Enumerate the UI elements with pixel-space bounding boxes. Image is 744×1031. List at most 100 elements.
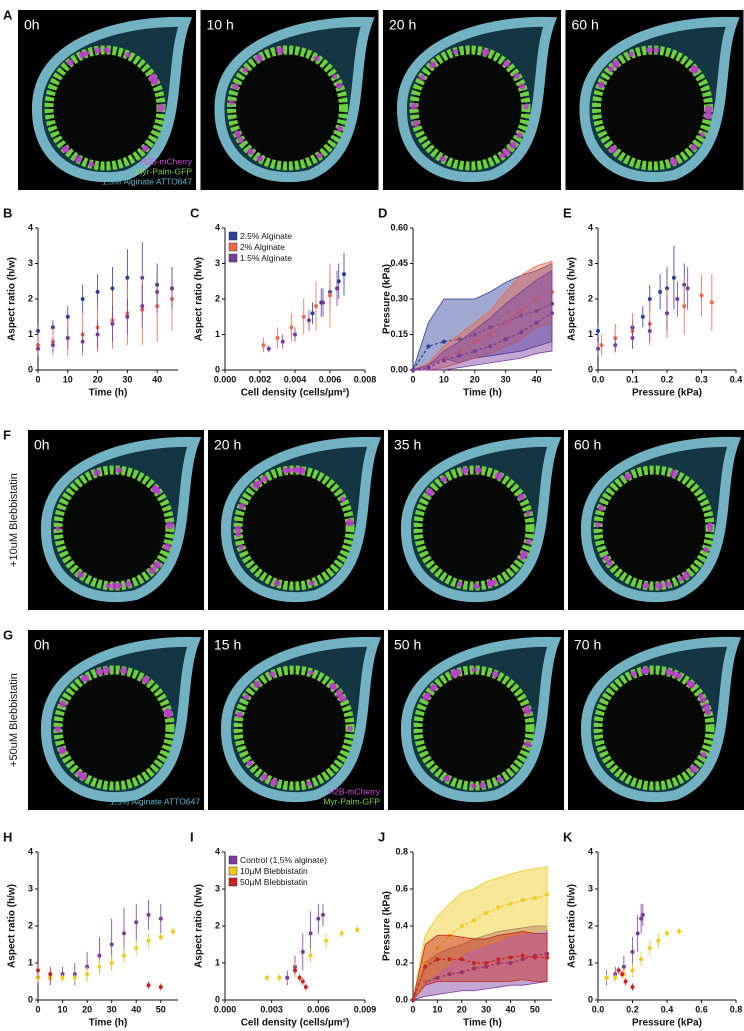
- point: [599, 343, 604, 348]
- time-label: 50 h: [394, 637, 421, 653]
- point: [293, 332, 297, 337]
- nucleus: [291, 467, 297, 473]
- point: [459, 924, 464, 928]
- x-tick-label: 40: [506, 1004, 516, 1014]
- nucleus: [642, 581, 650, 589]
- point: [699, 293, 704, 298]
- point: [158, 985, 163, 990]
- panel-label: H: [3, 829, 12, 844]
- y-tick-label: 1: [28, 957, 33, 967]
- point: [316, 916, 321, 921]
- nucleus: [270, 778, 279, 787]
- micrograph: 35 h: [388, 430, 564, 610]
- point: [671, 275, 676, 280]
- point: [261, 343, 266, 348]
- legend-label: 2.5% Alginate: [240, 231, 292, 241]
- nucleus: [246, 760, 252, 766]
- point: [146, 912, 151, 917]
- point: [321, 300, 325, 305]
- nucleus: [690, 144, 697, 151]
- point: [303, 985, 308, 990]
- point: [520, 898, 525, 903]
- y-tick-label: 0.00: [390, 364, 408, 374]
- panel-label: C: [190, 205, 200, 220]
- lumen: [231, 50, 344, 166]
- y-tick-label: 4: [215, 846, 220, 856]
- nucleus: [640, 668, 647, 674]
- chart: I 0 1 2 3 4 0.000 0.003 0.006 0.009 Cell density (…: [190, 829, 376, 1028]
- point: [339, 931, 344, 936]
- nucleus: [347, 725, 353, 732]
- nucleus: [116, 582, 123, 589]
- nucleus: [335, 689, 343, 698]
- nucleus: [452, 49, 459, 55]
- nucleus: [79, 51, 86, 59]
- point: [435, 975, 440, 980]
- point: [658, 289, 663, 294]
- nucleus: [269, 671, 276, 678]
- nucleus: [82, 674, 89, 682]
- point: [534, 320, 539, 325]
- cell-layer: [53, 665, 175, 791]
- y-tick-label: 0.60: [390, 222, 408, 232]
- y-tick-label: 2: [215, 920, 220, 930]
- x-tick-label: 0.3: [695, 374, 708, 384]
- point: [97, 964, 102, 969]
- y-tick-label: 0.0: [395, 994, 408, 1004]
- nucleus: [675, 672, 682, 680]
- nucleus: [148, 566, 156, 575]
- nucleus: [163, 543, 171, 551]
- point: [324, 938, 329, 943]
- lumen: [418, 670, 530, 786]
- point: [293, 968, 297, 973]
- point: [289, 325, 294, 330]
- legend-swatch: [228, 242, 238, 252]
- legend-label: 1.5% Alginate: [240, 253, 292, 263]
- time-label: 35 h: [394, 437, 421, 453]
- nucleus: [690, 65, 697, 72]
- nucleus: [487, 579, 495, 587]
- nucleus: [509, 141, 517, 149]
- point: [503, 337, 508, 342]
- lumen: [598, 670, 710, 786]
- nucleus: [707, 523, 713, 529]
- point: [639, 916, 644, 921]
- y-tick-label: 0.2: [395, 957, 408, 967]
- x-axis-label: Pressure (kPa): [632, 1018, 702, 1029]
- x-tick-label: 20: [82, 1004, 92, 1014]
- x-tick-label: 0.003: [260, 1004, 283, 1014]
- channel-caption: 1,5% Alginate ATTO647: [110, 796, 200, 806]
- y-axis-label: Aspect ratio (h/w): [567, 884, 578, 968]
- point: [596, 328, 600, 333]
- nucleus: [331, 74, 338, 80]
- legend-label: 50µM Blebbistatin: [240, 877, 308, 887]
- point: [110, 286, 115, 291]
- panel-label: I: [190, 829, 194, 844]
- x-axis-label: Cell density (cells/µm²): [241, 1018, 350, 1029]
- chart: D 0.00 0.15 0.30 0.45 0.60 0 10 20 30 40 Time (h) Pr…: [378, 205, 554, 399]
- nucleus: [308, 670, 314, 676]
- nucleus: [429, 62, 435, 68]
- y-tick-label: 2: [215, 293, 220, 303]
- x-tick-label: 0.008: [354, 374, 377, 384]
- lumen: [596, 50, 709, 166]
- lumen: [49, 50, 161, 166]
- nucleus: [345, 518, 354, 527]
- nucleus: [273, 579, 281, 587]
- point: [435, 957, 440, 962]
- x-tick-label: 0.2: [626, 1004, 639, 1014]
- point: [484, 911, 489, 916]
- nucleus: [93, 469, 101, 477]
- nucleus: [704, 111, 712, 120]
- legend-label: 10µM Blebbistatin: [240, 866, 308, 876]
- nucleus: [609, 145, 618, 154]
- x-tick-label: 0: [410, 374, 415, 384]
- legend-label: Control (1,5% alginate): [240, 855, 327, 865]
- point: [709, 300, 714, 305]
- x-tick-label: 0.2: [661, 374, 674, 384]
- y-tick-label: 0: [588, 994, 593, 1004]
- x-tick-label: 20: [93, 374, 103, 384]
- y-tick-label: 2: [588, 293, 593, 303]
